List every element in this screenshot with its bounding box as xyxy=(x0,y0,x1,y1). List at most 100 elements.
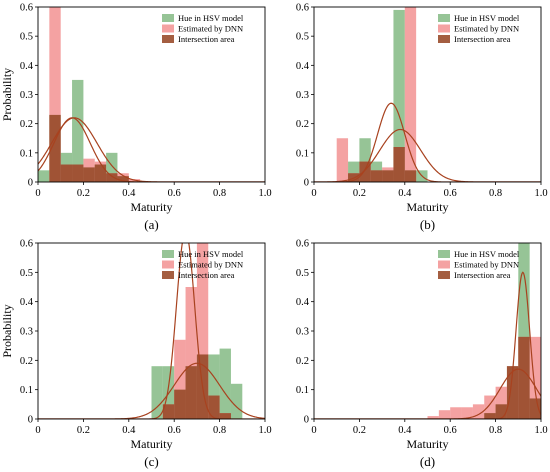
bar-hue-3 xyxy=(359,138,371,182)
fit-curve-1 xyxy=(314,102,541,182)
y-tick-label: 0.3 xyxy=(20,90,33,101)
panel-caption: (b) xyxy=(420,217,435,232)
bar-dnn-1 xyxy=(336,138,349,182)
legend-label-hue: Hue in HSV model xyxy=(178,249,244,259)
x-tick-label: 0.6 xyxy=(168,425,181,436)
y-tick-label: 0.4 xyxy=(20,61,34,72)
legend-label-hue: Hue in HSV model xyxy=(454,13,520,23)
bar-hue-7 xyxy=(219,348,231,419)
legend-label-dnn: Estimated by DNN xyxy=(178,260,243,270)
bar-hue-2 xyxy=(348,161,360,182)
chart-panel-2: 0 0.2 0.4 0.6 0.8 1.000.10.20.30.40.50.6Matur… xyxy=(296,3,548,233)
bar-hue-6 xyxy=(208,354,220,419)
y-tick-label: 0 xyxy=(28,178,33,189)
bar-hue-9 xyxy=(518,243,530,419)
y-tick-label: 0 xyxy=(304,415,309,426)
panel-caption: (a) xyxy=(144,217,158,232)
y-tick-label: 0.6 xyxy=(296,239,309,250)
x-tick-label: 0.4 xyxy=(398,188,412,199)
bar-intersection-10 xyxy=(529,398,541,419)
bar-dnn-2 xyxy=(438,410,451,419)
x-tick-label: 1.0 xyxy=(534,425,547,436)
bar-intersection-8 xyxy=(117,176,129,182)
bar-intersection-7 xyxy=(404,170,417,182)
y-tick-label: 0.1 xyxy=(296,148,309,159)
legend-swatch-hue xyxy=(438,250,450,258)
y-tick-label: 0.6 xyxy=(20,3,33,14)
bar-dnn-4 xyxy=(461,407,473,419)
bar-intersection-4 xyxy=(72,164,84,182)
bar-dnn-1 xyxy=(427,416,439,419)
y-axis-label: Probability xyxy=(0,68,14,121)
bar-dnn-5 xyxy=(472,404,485,419)
x-tick-label: 0.6 xyxy=(168,188,181,199)
bar-hue-1 xyxy=(38,170,50,182)
y-tick-label: 0.2 xyxy=(20,356,33,367)
legend-label-hue: Hue in HSV model xyxy=(178,13,244,23)
legend-swatch-intersection xyxy=(438,271,450,279)
bar-intersection-4 xyxy=(185,366,197,419)
fit-curve-2 xyxy=(38,362,265,419)
x-tick-label: 0.8 xyxy=(489,188,502,199)
bar-dnn-5 xyxy=(196,243,209,419)
chart-panel-3: 0 0.2 0.4 0.6 0.8 1.000.10.20.30.40.50.6Matur… xyxy=(0,239,272,470)
bar-intersection-7 xyxy=(495,404,507,419)
bar-dnn-10 xyxy=(529,336,541,419)
y-tick-label: 0.4 xyxy=(20,297,34,308)
panel-caption: (d) xyxy=(420,454,435,469)
bar-intersection-6 xyxy=(484,413,496,419)
x-tick-label: 0.2 xyxy=(77,188,90,199)
legend-swatch-dnn xyxy=(162,24,174,33)
bar-intersection-7 xyxy=(219,413,231,419)
fit-curve-1 xyxy=(314,271,541,419)
y-tick-label: 0.3 xyxy=(296,327,309,338)
bar-intersection-2 xyxy=(49,114,61,182)
bar-intersection-7 xyxy=(106,173,118,182)
y-tick-label: 0.6 xyxy=(20,239,33,250)
bar-dnn-4 xyxy=(185,287,197,419)
bar-hue-7 xyxy=(106,152,118,182)
y-tick-label: 0.2 xyxy=(20,119,33,130)
y-tick-label: 0.1 xyxy=(296,385,309,396)
x-tick-label: 1.0 xyxy=(258,425,271,436)
y-tick-label: 0.4 xyxy=(296,297,310,308)
bar-hue-1 xyxy=(151,366,163,419)
y-tick-label: 0.2 xyxy=(296,356,309,367)
legend-label-intersection: Intersection area xyxy=(454,34,511,44)
bar-intersection-6 xyxy=(94,164,107,182)
legend-swatch-intersection xyxy=(438,35,450,43)
y-tick-label: 0.5 xyxy=(20,32,33,43)
legend-swatch-hue xyxy=(162,250,174,258)
x-tick-label: 0.8 xyxy=(489,425,502,436)
legend-label-dnn: Estimated by DNN xyxy=(454,24,519,34)
x-axis-label: Maturity xyxy=(131,200,173,214)
x-tick-label: 0.4 xyxy=(398,425,412,436)
y-tick-label: 0.5 xyxy=(20,268,33,279)
x-tick-label: 0 xyxy=(35,425,40,436)
x-tick-label: 0.4 xyxy=(122,188,136,199)
bar-intersection-6 xyxy=(393,147,405,182)
x-tick-label: 0.8 xyxy=(213,425,226,436)
bar-intersection-4 xyxy=(370,170,383,182)
panel-caption: (c) xyxy=(144,454,158,469)
legend-label-dnn: Estimated by DNN xyxy=(178,24,243,34)
legend-label-intersection: Intersection area xyxy=(454,270,511,280)
y-tick-label: 0.2 xyxy=(296,119,309,130)
bar-intersection-2 xyxy=(162,404,175,419)
legend-swatch-intersection xyxy=(162,35,174,43)
bar-intersection-9 xyxy=(518,336,530,419)
legend-swatch-hue xyxy=(162,14,174,22)
bar-dnn-3 xyxy=(174,339,186,419)
bar-dnn-3 xyxy=(450,407,462,419)
legend-label-hue: Hue in HSV model xyxy=(454,249,520,259)
chart-panel-1: 0 0.2 0.4 0.6 0.8 1.000.10.20.30.40.50.6Matur… xyxy=(0,3,272,233)
bar-dnn-6 xyxy=(484,395,496,419)
x-tick-label: 0.2 xyxy=(77,425,90,436)
x-tick-label: 0 xyxy=(311,425,316,436)
y-tick-label: 0.5 xyxy=(296,268,309,279)
y-tick-label: 0.6 xyxy=(296,3,309,14)
